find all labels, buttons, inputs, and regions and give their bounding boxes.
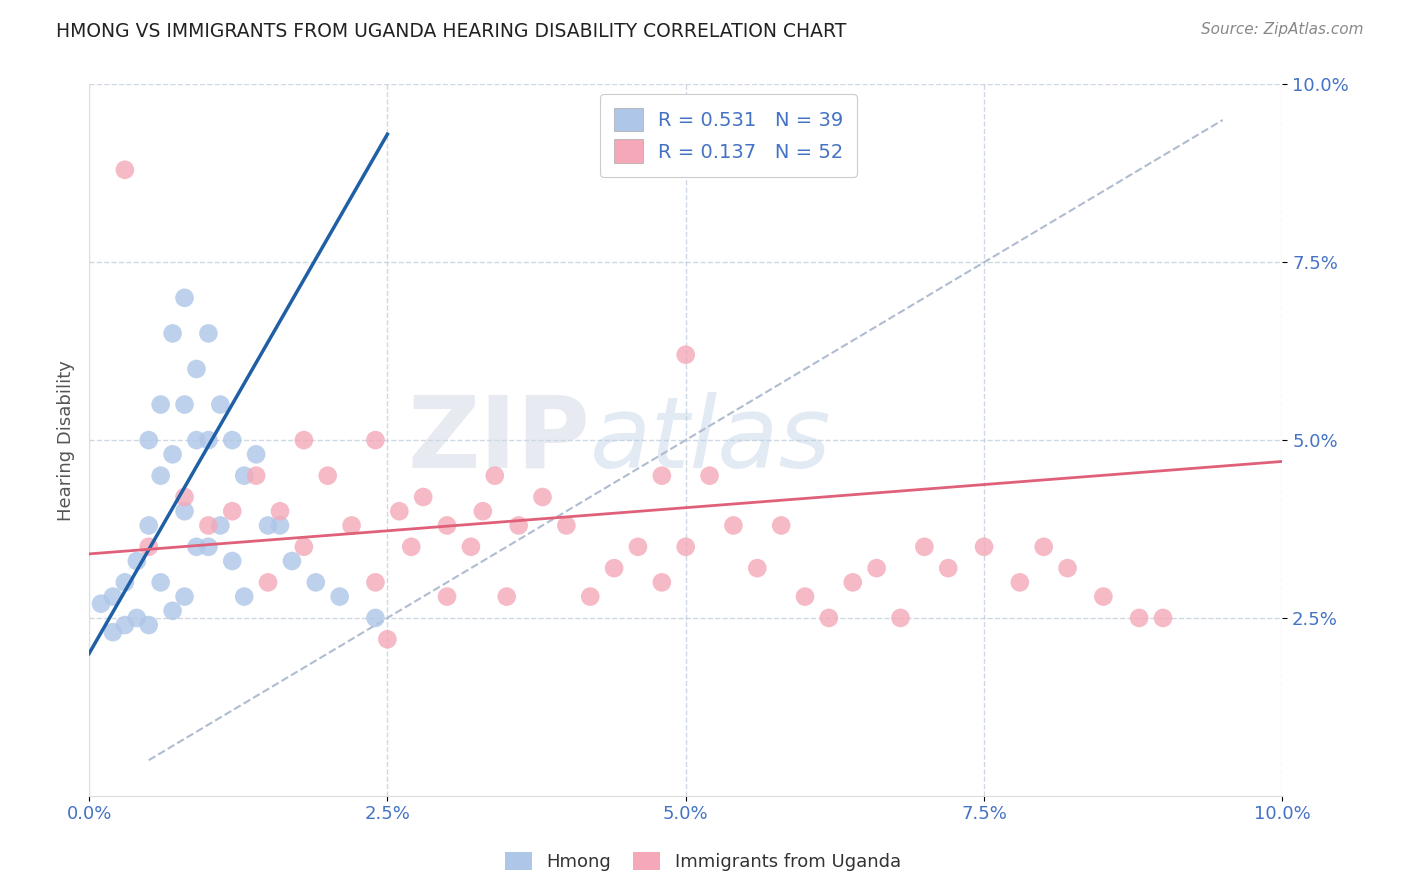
Point — [484, 468, 506, 483]
Y-axis label: Hearing Disability: Hearing Disability — [58, 359, 75, 521]
Point — [936, 561, 959, 575]
Point — [1008, 575, 1031, 590]
Point — [340, 518, 363, 533]
Point — [377, 632, 399, 647]
Point — [865, 561, 887, 575]
Point — [436, 590, 458, 604]
Legend: R = 0.531   N = 39, R = 0.137   N = 52: R = 0.531 N = 39, R = 0.137 N = 52 — [600, 95, 858, 177]
Point — [162, 326, 184, 341]
Point — [912, 540, 935, 554]
Point — [245, 447, 267, 461]
Point — [257, 575, 280, 590]
Point — [173, 590, 195, 604]
Point — [209, 518, 232, 533]
Point — [138, 518, 160, 533]
Point — [197, 540, 219, 554]
Point — [114, 162, 136, 177]
Point — [1128, 611, 1150, 625]
Point — [257, 518, 280, 533]
Point — [1056, 561, 1078, 575]
Point — [292, 433, 315, 447]
Point — [794, 590, 817, 604]
Point — [627, 540, 650, 554]
Point — [436, 518, 458, 533]
Point — [292, 540, 315, 554]
Point — [770, 518, 793, 533]
Point — [388, 504, 411, 518]
Point — [305, 575, 328, 590]
Point — [471, 504, 494, 518]
Point — [412, 490, 434, 504]
Point — [508, 518, 530, 533]
Point — [114, 618, 136, 632]
Point — [579, 590, 602, 604]
Point — [197, 433, 219, 447]
Point — [245, 468, 267, 483]
Point — [889, 611, 911, 625]
Point — [603, 561, 626, 575]
Point — [138, 618, 160, 632]
Point — [149, 575, 172, 590]
Point — [209, 398, 232, 412]
Point — [221, 433, 243, 447]
Point — [1092, 590, 1115, 604]
Point — [149, 398, 172, 412]
Point — [269, 518, 291, 533]
Point — [651, 468, 673, 483]
Point — [675, 348, 697, 362]
Point — [173, 398, 195, 412]
Point — [531, 490, 554, 504]
Text: ZIP: ZIP — [408, 392, 591, 489]
Point — [495, 590, 517, 604]
Point — [138, 433, 160, 447]
Point — [675, 540, 697, 554]
Point — [399, 540, 422, 554]
Legend: Hmong, Immigrants from Uganda: Hmong, Immigrants from Uganda — [498, 845, 908, 879]
Point — [723, 518, 745, 533]
Point — [162, 447, 184, 461]
Point — [747, 561, 769, 575]
Point — [364, 433, 387, 447]
Point — [269, 504, 291, 518]
Point — [1152, 611, 1174, 625]
Point — [281, 554, 304, 568]
Point — [173, 291, 195, 305]
Point — [1032, 540, 1054, 554]
Text: HMONG VS IMMIGRANTS FROM UGANDA HEARING DISABILITY CORRELATION CHART: HMONG VS IMMIGRANTS FROM UGANDA HEARING … — [56, 22, 846, 41]
Point — [138, 540, 160, 554]
Point — [460, 540, 482, 554]
Point — [186, 540, 208, 554]
Point — [101, 590, 124, 604]
Point — [149, 468, 172, 483]
Point — [233, 590, 256, 604]
Point — [316, 468, 339, 483]
Point — [555, 518, 578, 533]
Point — [221, 554, 243, 568]
Text: atlas: atlas — [591, 392, 832, 489]
Point — [364, 611, 387, 625]
Point — [173, 504, 195, 518]
Point — [125, 611, 148, 625]
Point — [162, 604, 184, 618]
Point — [364, 575, 387, 590]
Point — [186, 433, 208, 447]
Point — [221, 504, 243, 518]
Point — [818, 611, 841, 625]
Point — [101, 625, 124, 640]
Point — [651, 575, 673, 590]
Point — [125, 554, 148, 568]
Point — [973, 540, 995, 554]
Point — [699, 468, 721, 483]
Point — [233, 468, 256, 483]
Point — [197, 326, 219, 341]
Point — [842, 575, 865, 590]
Point — [197, 518, 219, 533]
Point — [329, 590, 352, 604]
Point — [90, 597, 112, 611]
Point — [114, 575, 136, 590]
Point — [186, 362, 208, 376]
Text: Source: ZipAtlas.com: Source: ZipAtlas.com — [1201, 22, 1364, 37]
Point — [173, 490, 195, 504]
